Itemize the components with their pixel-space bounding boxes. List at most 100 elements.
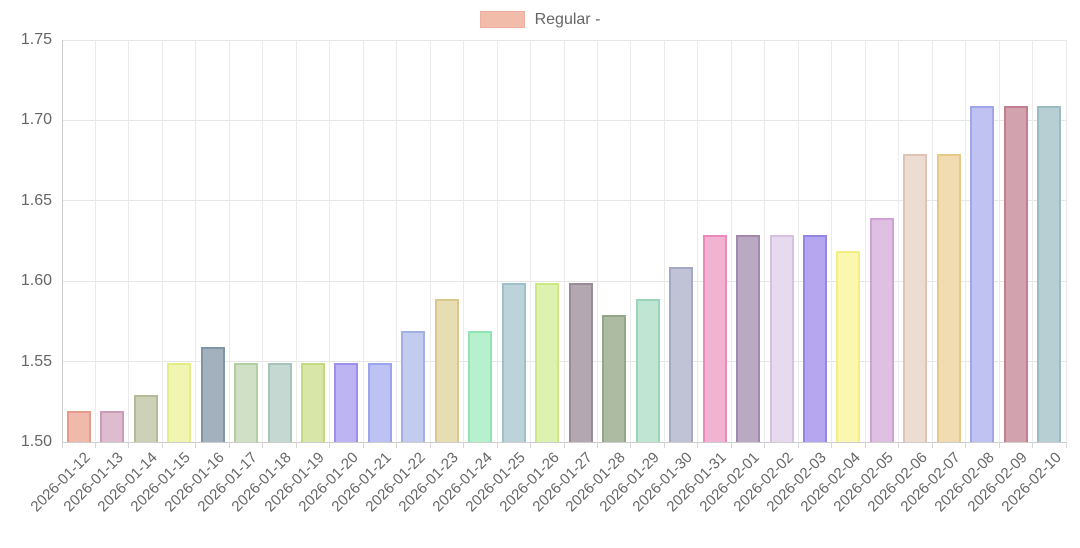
bar-2026-01-31 <box>702 234 727 442</box>
y-tick-label: 1.50 <box>20 433 52 450</box>
gridline-vertical <box>864 40 866 442</box>
bar-2026-01-26 <box>535 282 560 442</box>
bar-2026-01-16 <box>200 347 225 442</box>
bar-2026-02-07 <box>936 154 961 442</box>
legend-label: Regular - <box>534 11 601 28</box>
y-tick-label: 1.60 <box>20 272 52 290</box>
bar-2026-01-14 <box>133 395 158 442</box>
x-tick-mark <box>630 442 632 448</box>
gridline-vertical <box>362 40 364 442</box>
x-tick-mark <box>764 442 766 448</box>
bar-2026-01-15 <box>167 363 192 442</box>
gridline-vertical <box>764 40 766 442</box>
gridline-vertical <box>429 40 431 442</box>
bar-2026-02-01 <box>736 234 761 442</box>
gridline-vertical <box>998 40 1000 442</box>
y-tick-label: 1.75 <box>20 31 52 48</box>
x-tick-mark <box>797 442 799 448</box>
x-tick-mark <box>998 442 1000 448</box>
gridline-vertical <box>563 40 565 442</box>
gridline-vertical <box>262 40 264 442</box>
x-tick-mark <box>61 442 63 448</box>
x-tick-mark <box>429 442 431 448</box>
bar-2026-01-28 <box>602 314 627 442</box>
x-tick-mark <box>94 442 96 448</box>
gridline-vertical <box>128 40 130 442</box>
x-tick-mark <box>1065 442 1067 448</box>
y-tick-label: 1.55 <box>20 352 52 370</box>
gridline-vertical <box>931 40 933 442</box>
bar-2026-01-18 <box>267 363 292 442</box>
gridline-vertical <box>797 40 799 442</box>
gridline-vertical <box>630 40 632 442</box>
gridline-vertical <box>396 40 398 442</box>
x-tick-mark <box>1032 442 1034 448</box>
gridline-vertical <box>228 40 230 442</box>
x-tick-mark <box>530 442 532 448</box>
x-tick-mark <box>128 442 130 448</box>
bar-2026-01-12 <box>66 411 91 442</box>
bar-2026-01-24 <box>468 331 493 442</box>
x-tick-mark <box>396 442 398 448</box>
x-tick-mark <box>161 442 163 448</box>
x-tick-mark <box>831 442 833 448</box>
gridline-vertical <box>730 40 732 442</box>
legend[interactable]: Regular - <box>0 11 1080 28</box>
bar-2026-02-06 <box>903 154 928 442</box>
x-tick-mark <box>329 442 331 448</box>
bar-2026-02-05 <box>869 218 894 442</box>
gridline-vertical <box>94 40 96 442</box>
x-tick-mark <box>730 442 732 448</box>
x-tick-mark <box>496 442 498 448</box>
bar-2026-02-02 <box>769 234 794 442</box>
bar-2026-01-17 <box>234 363 259 442</box>
legend-swatch <box>479 11 525 28</box>
y-tick-label: 1.70 <box>20 111 52 129</box>
gridline-vertical <box>295 40 297 442</box>
y-tick-label: 1.65 <box>20 191 52 209</box>
x-tick-mark <box>697 442 699 448</box>
x-tick-mark <box>931 442 933 448</box>
x-tick-mark <box>663 442 665 448</box>
gridline-vertical <box>965 40 967 442</box>
bar-2026-02-08 <box>970 105 995 442</box>
gridline-vertical <box>697 40 699 442</box>
x-tick-mark <box>563 442 565 448</box>
x-tick-mark <box>295 442 297 448</box>
bar-2026-01-27 <box>568 282 593 442</box>
x-tick-mark <box>596 442 598 448</box>
bar-2026-02-10 <box>1037 105 1062 442</box>
gridline-vertical <box>898 40 900 442</box>
gridline-vertical <box>463 40 465 442</box>
bar-2026-01-21 <box>367 363 392 442</box>
x-tick-mark <box>262 442 264 448</box>
bar-2026-02-09 <box>1003 105 1028 442</box>
bar-2026-02-04 <box>836 250 861 442</box>
bar-2026-01-19 <box>301 363 325 442</box>
x-tick-mark <box>965 442 967 448</box>
bar-2026-01-22 <box>401 331 426 442</box>
x-tick-mark <box>362 442 364 448</box>
bar-2026-01-20 <box>334 363 359 442</box>
y-axis-line <box>61 40 63 442</box>
x-tick-mark <box>463 442 465 448</box>
bar-2026-01-30 <box>669 266 694 442</box>
gridline-vertical <box>831 40 833 442</box>
gridline-vertical <box>195 40 197 442</box>
bar-2026-01-29 <box>635 298 660 442</box>
gridline-vertical <box>161 40 163 442</box>
gridline-vertical <box>329 40 331 442</box>
gridline-vertical <box>596 40 598 442</box>
gridline-vertical <box>530 40 532 442</box>
bar-2026-01-23 <box>434 298 459 442</box>
bar-2026-01-13 <box>100 411 125 442</box>
gridline-vertical <box>1065 40 1067 442</box>
bar-2026-02-03 <box>803 234 827 442</box>
gridline-vertical <box>496 40 498 442</box>
gridline-vertical <box>663 40 665 442</box>
bar-2026-01-25 <box>501 282 526 442</box>
gridline-vertical <box>1032 40 1034 442</box>
x-tick-mark <box>228 442 230 448</box>
x-tick-mark <box>195 442 197 448</box>
